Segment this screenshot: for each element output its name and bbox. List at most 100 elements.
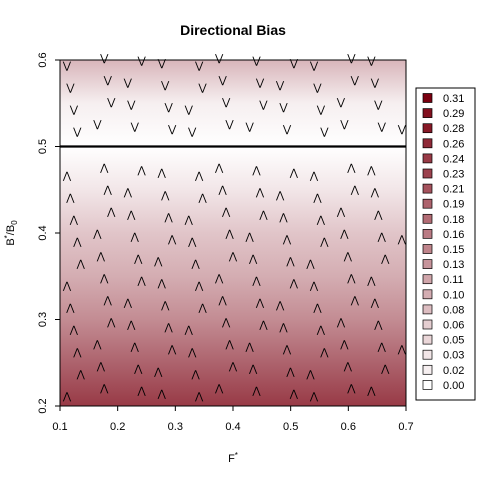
- arrow-down-icon: ⋀: [279, 102, 289, 113]
- arrow-up-icon: ⋀: [69, 325, 79, 336]
- arrow-up-icon: ⋀: [258, 320, 268, 331]
- legend-label: 0.11: [443, 274, 464, 286]
- legend-swatch: [422, 123, 433, 134]
- arrow-up-icon: ⋀: [373, 320, 383, 331]
- arrow-down-icon: ⋀: [336, 97, 346, 108]
- arrow-up-icon: ⋀: [214, 273, 224, 284]
- arrow-up-icon: ⋀: [343, 362, 353, 373]
- arrow-down-icon: ⋀: [275, 80, 285, 91]
- arrow-up-icon: ⋀: [221, 317, 231, 328]
- arrow-down-icon: ⋀: [252, 55, 262, 66]
- arrow-up-icon: ⋀: [346, 163, 356, 174]
- arrow-up-icon: ⋀: [255, 188, 265, 199]
- arrow-down-icon: ⋀: [313, 83, 323, 94]
- arrow-down-icon: ⋀: [187, 127, 197, 138]
- chart-title: Directional Bias: [180, 22, 286, 38]
- legend-label: 0.29: [443, 108, 464, 120]
- arrow-up-icon: ⋀: [248, 254, 258, 265]
- arrow-down-icon: ⋀: [282, 124, 292, 135]
- arrow-up-icon: ⋀: [255, 298, 265, 309]
- x-tick-label: 0.6: [341, 421, 356, 433]
- legend-swatch: [422, 304, 433, 315]
- arrow-up-icon: ⋀: [319, 237, 329, 248]
- arrow-down-icon: ⋀: [99, 53, 109, 64]
- legend-swatch: [422, 168, 433, 179]
- arrow-up-icon: ⋀: [106, 207, 116, 218]
- arrow-down-icon: ⋀: [370, 77, 380, 88]
- arrow-up-icon: ⋀: [65, 193, 75, 204]
- arrow-up-icon: ⋀: [96, 362, 106, 373]
- arrow-up-icon: ⋀: [137, 166, 147, 177]
- legend-swatch: [422, 334, 433, 345]
- arrow-up-icon: ⋀: [289, 279, 299, 290]
- arrow-up-icon: ⋀: [221, 207, 231, 218]
- arrow-up-icon: ⋀: [228, 251, 238, 262]
- legend-label: 0.00: [443, 380, 464, 392]
- legend-swatch: [422, 183, 433, 194]
- arrow-down-icon: ⋀: [167, 124, 177, 135]
- arrow-up-icon: ⋀: [251, 276, 261, 287]
- arrow-down-icon: ⋀: [130, 122, 140, 133]
- arrow-up-icon: ⋀: [167, 345, 177, 356]
- arrow-up-icon: ⋀: [251, 166, 261, 177]
- arrow-down-icon: ⋀: [62, 61, 72, 72]
- legend-swatch: [422, 364, 433, 375]
- arrow-up-icon: ⋀: [126, 320, 136, 331]
- heatmap-fill: [60, 60, 406, 406]
- arrow-up-icon: ⋀: [160, 190, 170, 201]
- svg-text:B*/B0: B*/B0: [3, 220, 19, 246]
- arrow-up-icon: ⋀: [76, 259, 86, 270]
- arrow-up-icon: ⋀: [350, 295, 360, 306]
- arrow-up-icon: ⋀: [309, 281, 319, 292]
- arrow-up-icon: ⋀: [164, 323, 174, 334]
- arrow-up-icon: ⋀: [319, 347, 329, 358]
- arrow-up-icon: ⋀: [370, 188, 380, 199]
- arrow-up-icon: ⋀: [218, 185, 228, 196]
- arrow-up-icon: ⋀: [289, 389, 299, 400]
- arrow-down-icon: ⋀: [69, 105, 79, 116]
- arrow-up-icon: ⋀: [366, 166, 376, 177]
- arrow-up-icon: ⋀: [191, 369, 201, 380]
- legend-swatch: [422, 108, 433, 118]
- arrow-up-icon: ⋀: [157, 279, 167, 290]
- arrow-up-icon: ⋀: [184, 325, 194, 336]
- arrow-up-icon: ⋀: [278, 323, 288, 334]
- legend-label: 0.31: [443, 93, 464, 105]
- arrow-up-icon: ⋀: [316, 325, 326, 336]
- arrow-up-icon: ⋀: [377, 342, 387, 353]
- arrow-up-icon: ⋀: [65, 303, 75, 314]
- arrow-up-icon: ⋀: [316, 215, 326, 226]
- legend-label: 0.26: [443, 138, 464, 150]
- x-tick-label: 0.7: [398, 421, 413, 433]
- legend-swatch: [422, 198, 433, 209]
- legend-label: 0.28: [443, 123, 464, 135]
- legend-label: 0.18: [443, 214, 464, 226]
- arrow-up-icon: ⋀: [133, 254, 143, 265]
- arrow-up-icon: ⋀: [312, 303, 322, 314]
- x-tick-label: 0.2: [110, 421, 125, 433]
- legend-swatch: [422, 289, 433, 300]
- legend-label: 0.21: [443, 184, 464, 196]
- arrow-down-icon: ⋀: [289, 58, 299, 69]
- legend-swatch: [422, 274, 433, 285]
- arrow-up-icon: ⋀: [187, 237, 197, 248]
- arrow-down-icon: ⋀: [218, 75, 228, 86]
- arrow-up-icon: ⋀: [160, 301, 170, 312]
- arrow-down-icon: ⋀: [316, 105, 326, 116]
- arrow-up-icon: ⋀: [245, 342, 255, 353]
- x-tick-label: 0.3: [168, 421, 183, 433]
- arrow-up-icon: ⋀: [103, 185, 113, 196]
- x-tick-label: 0.5: [283, 421, 298, 433]
- arrow-up-icon: ⋀: [191, 259, 201, 270]
- arrow-up-icon: ⋀: [99, 273, 109, 284]
- arrow-field: ⋀ ⋀ ⋀ ⋀ ⋀ ⋀ ⋀ ⋀ ⋀ ⋀ ⋀ ⋀ ⋀ ⋀ ⋀ ⋀ ⋀ ⋀ ⋀ ⋀ ⋀ ⋀ ⋀ ⋀ ⋀ ⋀ ⋀ ⋀ ⋀ ⋀ ⋀ ⋀ ⋀ ⋀ ⋀ ⋀ ⋀ ⋀ ⋀ ⋀…: [62, 53, 407, 403]
- arrow-down-icon: ⋀: [126, 99, 136, 110]
- arrow-down-icon: ⋀: [397, 124, 407, 135]
- arrow-down-icon: ⋀: [214, 53, 224, 64]
- arrow-down-icon: ⋀: [198, 83, 208, 94]
- arrow-up-icon: ⋀: [76, 369, 86, 380]
- arrow-up-icon: ⋀: [103, 295, 113, 306]
- arrow-up-icon: ⋀: [245, 232, 255, 243]
- arrow-down-icon: ⋀: [221, 97, 231, 108]
